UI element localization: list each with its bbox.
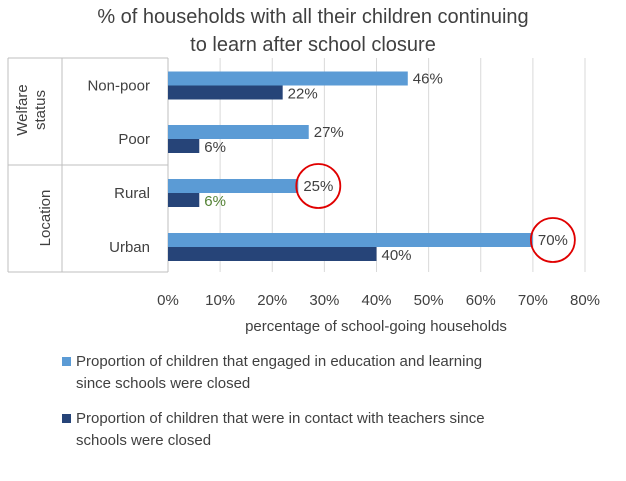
data-label-contact: 6%: [204, 193, 226, 210]
legend-swatch-contact: [62, 414, 71, 423]
data-label-contact: 6%: [204, 139, 226, 156]
bar-engaged: [168, 233, 533, 247]
x-tick-label: 60%: [466, 292, 496, 309]
bar-engaged: [168, 71, 408, 86]
x-tick-label: 50%: [414, 292, 444, 309]
x-tick-label: 10%: [205, 292, 235, 309]
x-tick-label: 30%: [309, 292, 339, 309]
data-label-engaged: 46%: [413, 71, 443, 88]
category-label: Non-poor: [87, 78, 150, 95]
group-label-welfare-line-1: Welfare: [14, 84, 31, 135]
chart-title-line-2: to learn after school closure: [190, 34, 436, 56]
legend-label-contact-line-1: Proportion of children that were in cont…: [76, 410, 485, 427]
legend-label-engaged-line-2: since schools were closed: [76, 375, 251, 392]
data-label-contact: 22%: [288, 86, 318, 103]
legend-item-engaged: Proportion of children that engaged in e…: [62, 351, 596, 395]
group-label-location: Location: [37, 190, 54, 247]
bar-contact: [168, 247, 377, 261]
highlight-circle: [529, 217, 576, 263]
x-tick-label: 40%: [361, 292, 391, 309]
x-tick-label: 80%: [570, 292, 600, 309]
category-label: Rural: [114, 185, 150, 202]
bar-contact: [168, 193, 200, 207]
x-tick-label: 70%: [518, 292, 548, 309]
legend-item-contact: Proportion of children that were in cont…: [62, 408, 596, 452]
category-label: Urban: [109, 239, 150, 256]
legend-swatch-engaged: [62, 357, 71, 366]
data-label-engaged: 25%: [303, 178, 333, 195]
highlight-circle: [295, 163, 342, 209]
x-tick-label: 0%: [157, 292, 179, 309]
group-label-welfare-line-2: status: [32, 90, 49, 130]
legend-label-engaged-line-1: Proportion of children that engaged in e…: [76, 353, 483, 370]
bar-engaged: [168, 125, 309, 139]
legend-label-contact-line-2: schools were closed: [76, 432, 212, 449]
x-axis-label: percentage of school-going households: [245, 318, 507, 335]
bar-engaged: [168, 179, 299, 193]
data-label-engaged: 27%: [314, 124, 344, 141]
bar-contact: [168, 85, 283, 100]
data-label-contact: 40%: [382, 247, 412, 264]
data-label-engaged: 70%: [538, 232, 568, 249]
x-tick-label: 20%: [257, 292, 287, 309]
category-label: Poor: [118, 131, 150, 148]
bar-contact: [168, 139, 200, 153]
chart-title-line-1: % of households with all their children …: [97, 6, 529, 28]
